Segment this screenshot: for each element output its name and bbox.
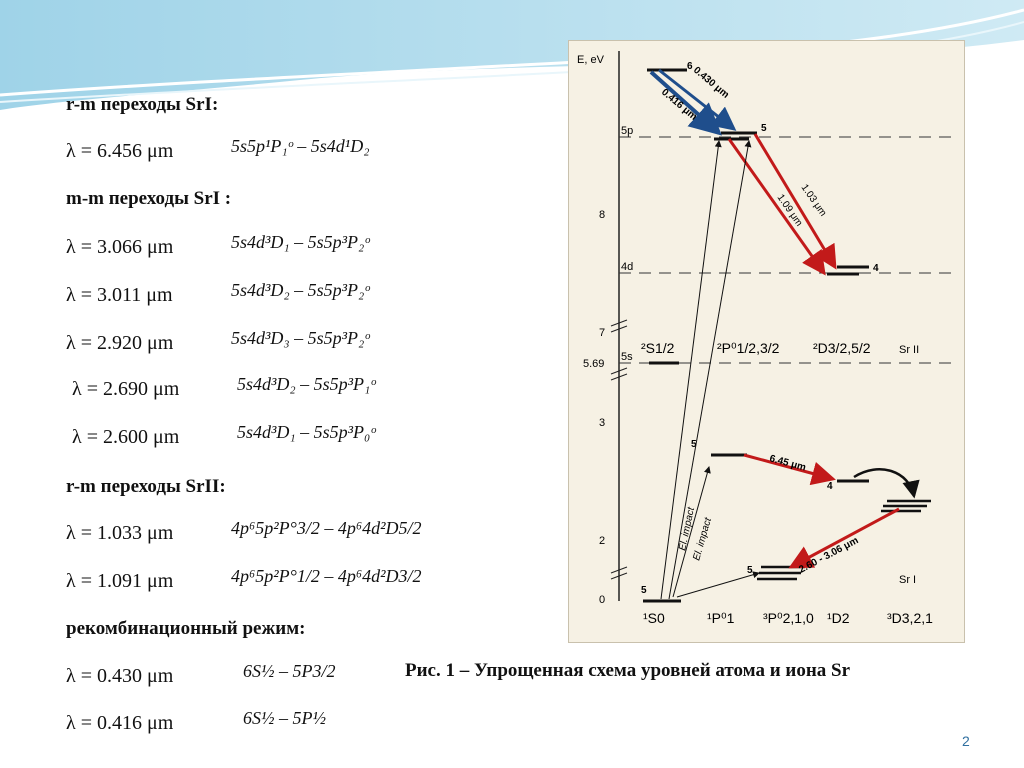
wavelength-value: λ = 3.066 μm bbox=[66, 236, 174, 258]
transition-row: λ = 1.033 μm 4p⁶5p²P°3/2 – 4p⁶4d²D5/2 bbox=[66, 518, 422, 545]
term-label: ²S1/2 bbox=[641, 340, 675, 356]
figure-caption: Рис. 1 – Упрощенная схема уровней атома … bbox=[405, 660, 851, 681]
term-label: ²D3/2,5/2 bbox=[813, 340, 871, 356]
transition-formula: 4p⁶5p²P°3/2 – 4p⁶4d²D5/2 bbox=[231, 518, 422, 538]
y-tick: 8 bbox=[599, 209, 605, 221]
term-label: ²P⁰1/2,3/2 bbox=[717, 340, 780, 356]
transition-row: λ = 3.011 μm 5s4d³D₂ – 5s5p³P₂ᵒ bbox=[66, 280, 369, 307]
level-label: 5p bbox=[621, 125, 633, 137]
transition-row: λ = 3.066 μm 5s4d³D₁ – 5s5p³P₂ᵒ bbox=[66, 232, 369, 259]
level-label: 5s bbox=[621, 351, 633, 363]
transition-formula: 5s4d³D₁ – 5s5p³P₂ᵒ bbox=[231, 232, 370, 252]
transition-row: λ = 2.690 μm 5s4d³D₂ – 5s5p³P₁ᵒ bbox=[72, 374, 375, 401]
transition-formula: 6S½ – 5P3/2 bbox=[243, 661, 336, 681]
transition-formula: 5s4d³D₁ – 5s5p³P₀ᵒ bbox=[237, 422, 376, 442]
heading-recombination: рекомбинационный режим: bbox=[66, 618, 306, 639]
arrow-label: 0.416 μm bbox=[659, 87, 699, 123]
arrow-label: El. impact bbox=[677, 505, 697, 551]
level-number: 5 bbox=[691, 439, 697, 450]
arrow-label: 2.60 - 3.06 μm bbox=[797, 535, 860, 576]
transition-row: λ = 6.456 μm 5s5p¹P₁ᵒ – 5s4d¹D₂ bbox=[66, 136, 369, 163]
level-number: 5 bbox=[761, 123, 767, 134]
transition-row: λ = 0.430 μm 6S½ – 5P3/2 bbox=[66, 661, 336, 688]
term-label: ³P⁰2,1,0 bbox=[763, 610, 814, 626]
wavelength-value: λ = 1.033 μm bbox=[66, 522, 174, 544]
transition-formula: 5s4d³D₂ – 5s5p³P₁ᵒ bbox=[237, 374, 376, 394]
wavelength-value: λ = 3.011 μm bbox=[66, 284, 173, 306]
y-tick: 7 bbox=[599, 327, 605, 339]
wavelength-value: λ = 2.600 μm bbox=[72, 426, 180, 448]
term-label: Sr I bbox=[899, 574, 916, 586]
level-number: 6 bbox=[687, 61, 693, 72]
transition-formula: 5s4d³D₂ – 5s5p³P₂ᵒ bbox=[231, 280, 370, 300]
level-label: 4d bbox=[621, 261, 633, 273]
y-tick: 0 bbox=[599, 594, 605, 606]
wavelength-value: λ = 0.430 μm bbox=[66, 665, 174, 687]
transition-row: λ = 1.091 μm 4p⁶5p²P°1/2 – 4p⁶4d²D3/2 bbox=[66, 566, 422, 593]
y-tick: 5.69 bbox=[583, 358, 604, 370]
level-number: 4 bbox=[873, 263, 879, 274]
term-label: ¹S0 bbox=[643, 610, 665, 626]
transition-formula: 6S½ – 5P½ bbox=[243, 708, 326, 728]
arrow-label: El. impact bbox=[691, 515, 714, 561]
transition-row: λ = 0.416 μm 6S½ – 5P½ bbox=[66, 708, 326, 735]
wavelength-value: λ = 2.690 μm bbox=[72, 378, 180, 400]
transition-row: λ = 2.920 μm 5s4d³D₃ – 5s5p³P₂ᵒ bbox=[66, 328, 369, 355]
y-tick: 3 bbox=[599, 417, 605, 429]
arrow-label: 0.430 μm bbox=[691, 65, 731, 101]
heading-mm-sr1: m-m переходы SrI : bbox=[66, 188, 232, 209]
wavelength-value: λ = 6.456 μm bbox=[66, 140, 174, 162]
level-number: 5 bbox=[641, 585, 647, 596]
term-label: ¹P⁰1 bbox=[707, 610, 735, 626]
term-label: ¹D2 bbox=[827, 610, 850, 626]
heading-rm-sr1: r-m переходы SrI: bbox=[66, 94, 219, 115]
wavelength-value: λ = 0.416 μm bbox=[66, 712, 174, 734]
arrow-label: 6.45 μm bbox=[768, 453, 807, 473]
term-label: ³D3,2,1 bbox=[887, 610, 933, 626]
y-axis-label: E, eV bbox=[577, 54, 605, 66]
level-number: 4 bbox=[827, 481, 833, 492]
transition-formula: 5s5p¹P₁ᵒ – 5s4d¹D₂ bbox=[231, 136, 370, 156]
transition-formula: 5s4d³D₃ – 5s5p³P₂ᵒ bbox=[231, 328, 370, 348]
transition-formula: 4p⁶5p²P°1/2 – 4p⁶4d²D3/2 bbox=[231, 566, 422, 586]
energy-level-diagram: E, eV 8 7 5.69 3 2 0 5p 4d 5s ²S1/2 ²P⁰1… bbox=[568, 40, 965, 643]
level-number: 5 bbox=[747, 565, 753, 576]
y-tick: 2 bbox=[599, 535, 605, 547]
transition-row: λ = 2.600 μm 5s4d³D₁ – 5s5p³P₀ᵒ bbox=[72, 422, 375, 449]
page-number: 2 bbox=[962, 733, 970, 749]
wavelength-value: λ = 1.091 μm bbox=[66, 570, 174, 592]
wavelength-value: λ = 2.920 μm bbox=[66, 332, 174, 354]
heading-rm-sr2: r-m переходы SrII: bbox=[66, 476, 226, 497]
term-label: Sr II bbox=[899, 344, 919, 356]
